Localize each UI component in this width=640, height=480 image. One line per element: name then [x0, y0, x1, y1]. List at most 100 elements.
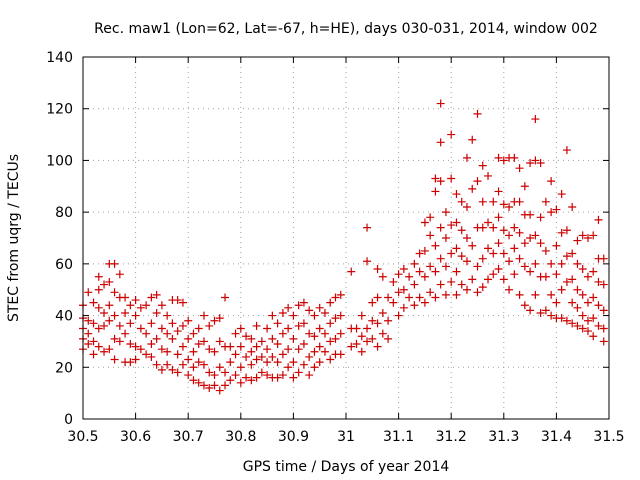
- plot-frame: [82, 56, 610, 420]
- data-point: [84, 316, 93, 325]
- data-point: [247, 360, 256, 369]
- data-point: [310, 311, 319, 320]
- y-tick-label: 20: [55, 360, 73, 376]
- data-point: [115, 270, 124, 279]
- data-point: [231, 329, 240, 338]
- data-point: [194, 340, 203, 349]
- data-point: [368, 316, 377, 325]
- data-point: [373, 342, 382, 351]
- data-point: [399, 265, 408, 274]
- data-point: [184, 316, 193, 325]
- data-point: [305, 306, 314, 315]
- y-tick-label: 40: [55, 309, 73, 325]
- data-point: [110, 334, 119, 343]
- data-point: [589, 332, 598, 341]
- data-point: [310, 347, 319, 356]
- data-point: [426, 213, 435, 222]
- data-point: [363, 223, 372, 232]
- data-point: [399, 303, 408, 312]
- data-point: [236, 363, 245, 372]
- data-point: [578, 290, 587, 299]
- data-point: [305, 329, 314, 338]
- data-point: [578, 311, 587, 320]
- data-point: [510, 223, 519, 232]
- grid: [83, 57, 609, 419]
- data-point: [520, 301, 529, 310]
- data-point: [273, 358, 282, 367]
- data-point: [284, 303, 293, 312]
- data-point: [447, 249, 456, 258]
- data-point: [378, 272, 387, 281]
- data-point: [299, 298, 308, 307]
- data-point: [110, 311, 119, 320]
- data-point: [468, 184, 477, 193]
- data-point: [457, 252, 466, 261]
- data-point: [89, 298, 98, 307]
- data-point: [583, 298, 592, 307]
- data-point: [436, 177, 445, 186]
- data-point: [236, 342, 245, 351]
- data-point: [420, 298, 429, 307]
- data-point: [315, 342, 324, 351]
- data-point: [541, 197, 550, 206]
- data-point: [157, 365, 166, 374]
- x-tick-label: 30.9: [278, 429, 309, 445]
- data-point: [389, 298, 398, 307]
- data-point: [583, 316, 592, 325]
- data-point: [568, 249, 577, 258]
- data-point: [583, 272, 592, 281]
- data-point: [589, 293, 598, 302]
- data-point: [147, 319, 156, 328]
- data-point: [589, 231, 598, 240]
- data-point: [252, 355, 261, 364]
- data-point: [557, 314, 566, 323]
- data-point: [373, 293, 382, 302]
- data-point: [578, 324, 587, 333]
- data-point: [189, 376, 198, 385]
- data-point: [520, 182, 529, 191]
- data-point: [541, 306, 550, 315]
- data-point: [473, 177, 482, 186]
- data-point: [331, 314, 340, 323]
- data-point: [499, 275, 508, 284]
- data-point: [415, 249, 424, 258]
- data-point: [578, 231, 587, 240]
- data-point: [557, 285, 566, 294]
- data-point: [494, 153, 503, 162]
- data-point: [268, 311, 277, 320]
- data-point: [242, 373, 251, 382]
- x-tick-label: 31.1: [383, 429, 414, 445]
- x-tick-label: 31: [337, 429, 355, 445]
- data-point: [289, 373, 298, 382]
- data-point: [289, 334, 298, 343]
- data-point: [447, 130, 456, 139]
- data-point: [231, 371, 240, 380]
- data-point: [168, 365, 177, 374]
- data-point: [247, 376, 256, 385]
- data-point: [263, 371, 272, 380]
- data-point: [263, 345, 272, 354]
- data-point: [226, 376, 235, 385]
- data-point: [431, 267, 440, 276]
- data-point: [510, 270, 519, 279]
- y-tick-label: 0: [64, 412, 73, 428]
- data-point: [505, 285, 514, 294]
- data-point: [420, 218, 429, 227]
- data-point: [457, 280, 466, 289]
- data-point: [557, 190, 566, 199]
- data-point: [410, 280, 419, 289]
- data-point: [452, 290, 461, 299]
- data-point: [178, 342, 187, 351]
- data-point: [294, 368, 303, 377]
- data-point: [515, 290, 524, 299]
- data-point: [373, 265, 382, 274]
- data-point: [352, 324, 361, 333]
- data-point: [599, 280, 608, 289]
- data-point: [163, 360, 172, 369]
- data-point: [520, 262, 529, 271]
- data-point: [547, 259, 556, 268]
- data-point: [268, 334, 277, 343]
- data-point: [531, 115, 540, 124]
- y-axis-label: STEC from uqrg / TECUs: [6, 154, 22, 322]
- data-point: [257, 352, 266, 361]
